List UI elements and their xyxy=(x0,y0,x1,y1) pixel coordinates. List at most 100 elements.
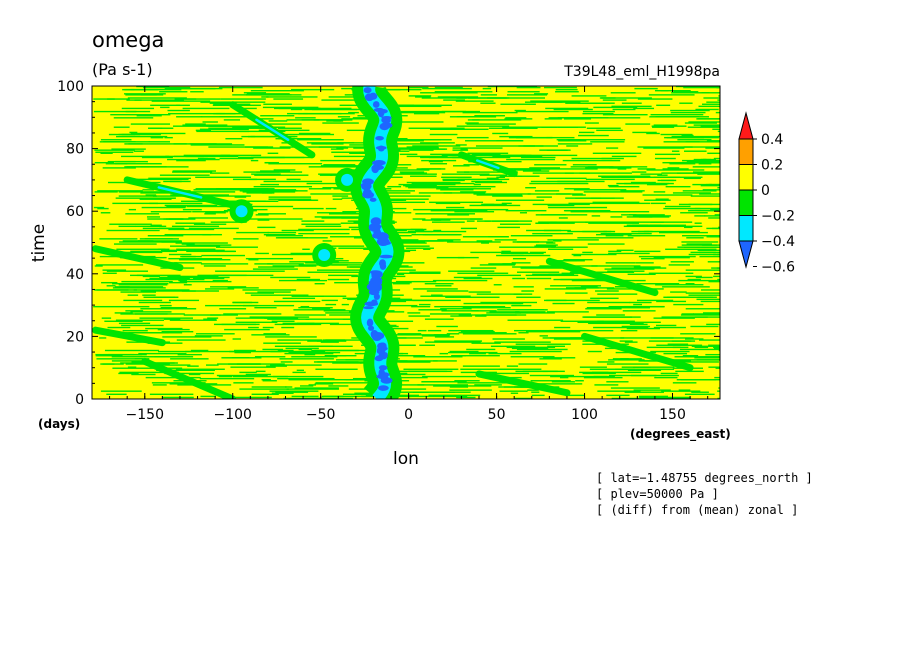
field-weak-negative-streak xyxy=(248,326,259,329)
field-weak-negative-streak xyxy=(447,214,470,216)
stationary-band-core xyxy=(380,122,393,129)
field-weak-negative-streak xyxy=(610,307,650,309)
field-weak-negative-streak xyxy=(223,313,282,315)
field-weak-negative-streak xyxy=(121,324,164,327)
field-weak-negative-streak xyxy=(113,243,157,245)
field-weak-negative-streak xyxy=(297,139,344,141)
field-weak-negative-streak xyxy=(634,87,658,90)
field-weak-negative-streak xyxy=(312,308,331,310)
field-weak-negative-streak xyxy=(436,188,492,190)
field-weak-negative-streak xyxy=(260,183,279,186)
field-weak-negative-streak xyxy=(274,345,333,348)
field-weak-negative-streak xyxy=(717,187,720,189)
field-weak-negative-streak xyxy=(551,381,575,383)
field-weak-negative-streak xyxy=(597,390,641,392)
field-weak-negative-streak xyxy=(695,246,709,248)
field-weak-negative-streak xyxy=(553,108,593,111)
field-weak-negative-streak xyxy=(564,188,590,190)
field-weak-negative-streak xyxy=(582,110,615,113)
field-weak-negative-streak xyxy=(316,340,347,342)
field-weak-negative-streak xyxy=(124,166,167,168)
field-weak-negative-streak xyxy=(431,294,443,296)
y-tick-label: 0 xyxy=(75,392,84,408)
field-weak-negative-streak xyxy=(320,159,373,162)
field-weak-negative-streak xyxy=(441,310,497,312)
field-weak-negative-streak xyxy=(525,274,579,277)
field-weak-negative-streak xyxy=(148,141,171,143)
field-weak-negative-streak xyxy=(301,119,353,121)
field-weak-negative-streak xyxy=(169,281,188,284)
field-weak-negative-streak xyxy=(497,226,520,229)
field-weak-negative-streak xyxy=(173,143,217,145)
field-weak-negative-streak xyxy=(493,284,502,286)
field-weak-negative-streak xyxy=(683,177,701,180)
field-weak-negative-streak xyxy=(142,189,155,191)
field-weak-negative-streak xyxy=(205,288,235,290)
field-weak-negative-streak xyxy=(687,126,720,128)
field-weak-negative-streak xyxy=(262,123,302,125)
field-weak-negative-streak xyxy=(284,386,293,388)
field-weak-negative-streak xyxy=(306,182,356,185)
x-tick-label: 50 xyxy=(488,407,506,423)
field-weak-negative-streak xyxy=(593,326,649,329)
field-weak-negative-streak xyxy=(680,378,720,381)
field-weak-negative-streak xyxy=(315,295,324,297)
field-weak-negative-streak xyxy=(408,370,453,373)
field-weak-negative-streak xyxy=(577,321,636,324)
field-weak-negative-streak xyxy=(341,118,377,120)
field-weak-negative-streak xyxy=(571,253,617,256)
field-weak-negative-streak xyxy=(254,174,309,176)
field-weak-negative-streak xyxy=(540,347,549,350)
field-weak-negative-streak xyxy=(632,224,649,226)
field-weak-negative-streak xyxy=(627,369,662,372)
field-weak-negative-streak xyxy=(253,185,313,188)
field-weak-negative-streak xyxy=(531,391,540,393)
field-weak-negative-streak xyxy=(660,89,691,92)
field-weak-negative-streak xyxy=(181,290,219,292)
stationary-band-core xyxy=(378,365,388,371)
field-weak-negative-streak xyxy=(176,116,203,118)
field-weak-negative-streak xyxy=(619,321,661,324)
field-weak-negative-streak xyxy=(245,373,271,376)
field-weak-negative-streak xyxy=(433,334,451,336)
field-weak-negative-streak xyxy=(500,145,544,147)
field-weak-negative-streak xyxy=(565,287,599,289)
field-weak-negative-streak xyxy=(688,121,720,123)
field-weak-negative-streak xyxy=(116,248,170,250)
field-weak-negative-streak xyxy=(106,270,149,272)
field-weak-negative-streak xyxy=(718,387,720,389)
field-weak-negative-streak xyxy=(453,276,482,279)
stationary-band-core xyxy=(377,109,385,118)
field-weak-negative-streak xyxy=(510,235,553,237)
field-weak-negative-streak xyxy=(323,164,356,166)
field-weak-negative-streak xyxy=(685,141,720,143)
field-weak-negative-streak xyxy=(118,284,168,286)
x-tick-label: −150 xyxy=(126,407,164,423)
field-weak-negative-streak xyxy=(511,262,531,264)
field-weak-negative-streak xyxy=(267,318,310,320)
field-weak-negative-streak xyxy=(208,127,266,129)
field-weak-negative-streak xyxy=(406,181,461,184)
field-weak-negative-streak xyxy=(197,274,247,277)
field-weak-negative-streak xyxy=(265,336,317,338)
field-weak-negative-streak xyxy=(121,155,170,158)
field-weak-negative-streak xyxy=(665,185,691,188)
field-weak-negative-streak xyxy=(611,397,658,399)
field-weak-negative-streak xyxy=(673,303,704,306)
field-weak-negative-streak xyxy=(305,318,353,320)
field-weak-negative-streak xyxy=(557,180,605,183)
field-weak-negative-streak xyxy=(245,189,297,191)
field-weak-negative-streak xyxy=(394,104,452,107)
field-weak-negative-streak xyxy=(660,133,693,136)
field-weak-negative-streak xyxy=(262,380,277,382)
field-weak-negative-streak xyxy=(423,248,431,250)
field-weak-negative-streak xyxy=(496,176,505,178)
field-weak-negative-streak xyxy=(693,313,720,315)
field-weak-negative-streak xyxy=(462,111,518,114)
field-weak-negative-streak xyxy=(406,334,450,336)
field-weak-negative-streak xyxy=(488,236,509,238)
field-weak-negative-streak xyxy=(225,137,243,140)
field-weak-negative-streak xyxy=(586,127,621,129)
field-weak-negative-streak xyxy=(271,320,295,322)
field-weak-negative-streak xyxy=(304,397,354,399)
